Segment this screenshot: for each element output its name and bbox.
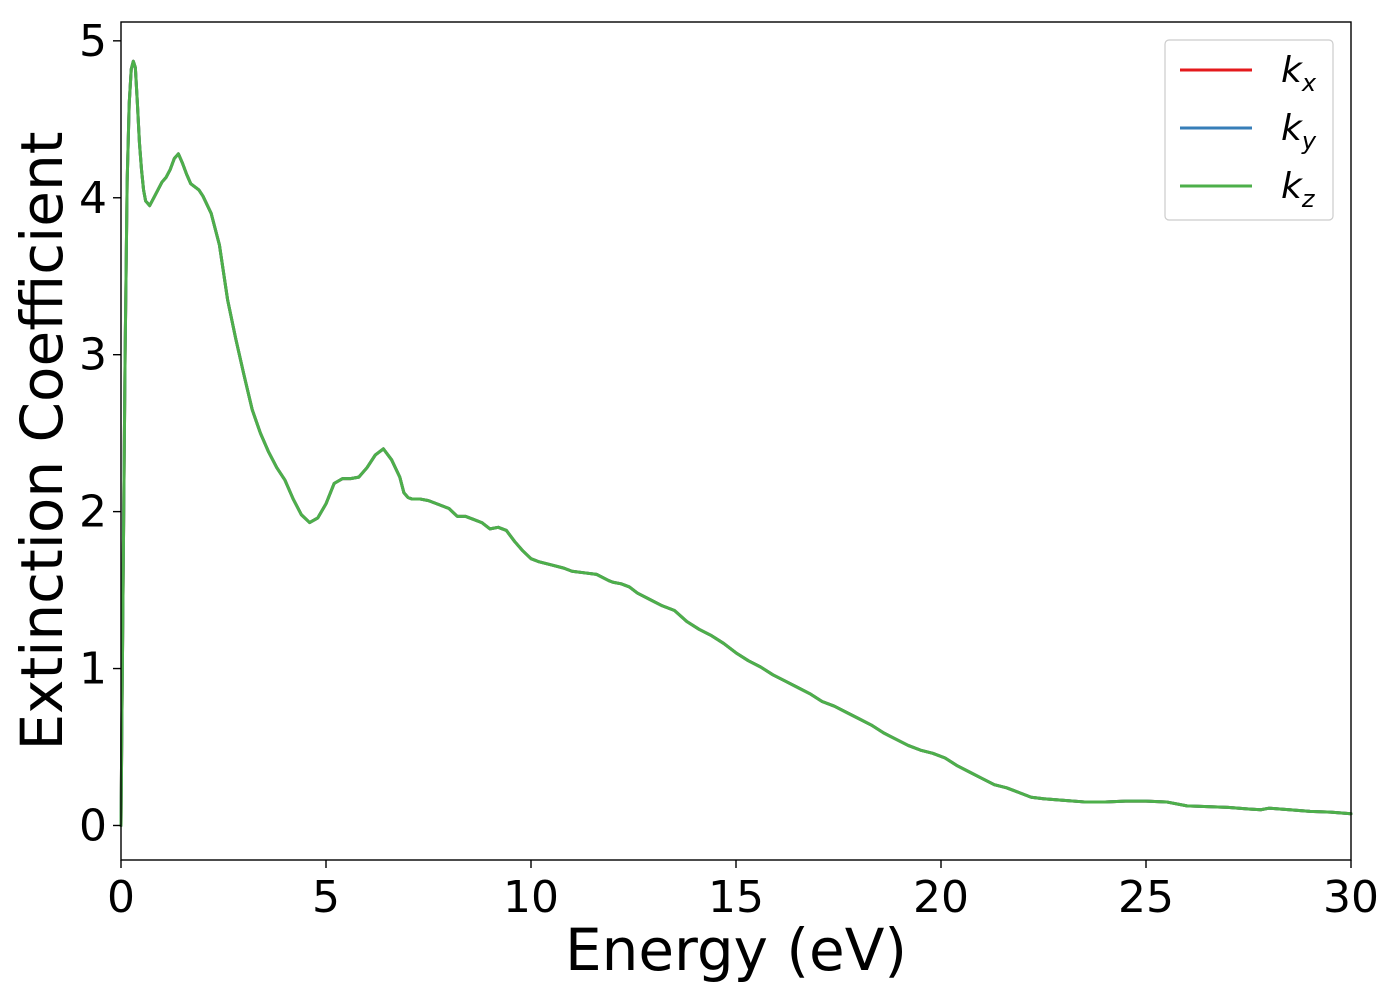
x-tick-label: 25 xyxy=(1118,872,1174,923)
x-tick-label: 15 xyxy=(708,872,764,923)
x-axis: 0 5 10 15 20 25 30 xyxy=(107,860,1379,923)
y-axis: 0 1 2 3 4 5 xyxy=(79,16,121,851)
y-tick-label: 1 xyxy=(79,644,107,695)
y-tick-label: 2 xyxy=(79,487,107,538)
x-tick-label: 20 xyxy=(913,872,969,923)
y-tick-label: 5 xyxy=(79,16,107,67)
series-layer xyxy=(119,59,1353,827)
legend-label-ky: ky xyxy=(1281,108,1317,155)
x-tick-label: 0 xyxy=(107,872,135,923)
x-tick-label: 30 xyxy=(1323,872,1379,923)
y-tick-label: 4 xyxy=(79,173,107,224)
x-tick-label: 10 xyxy=(503,872,559,923)
y-axis-label: Extinction Coefficient xyxy=(8,132,76,751)
series-line-k-z xyxy=(119,59,1353,827)
y-tick-label: 0 xyxy=(79,800,107,851)
y-tick-label: 3 xyxy=(79,330,107,381)
plot-background xyxy=(121,22,1351,860)
legend-frame xyxy=(1164,39,1334,221)
x-tick-label: 5 xyxy=(312,872,340,923)
x-axis-label: Energy (eV) xyxy=(565,916,907,984)
